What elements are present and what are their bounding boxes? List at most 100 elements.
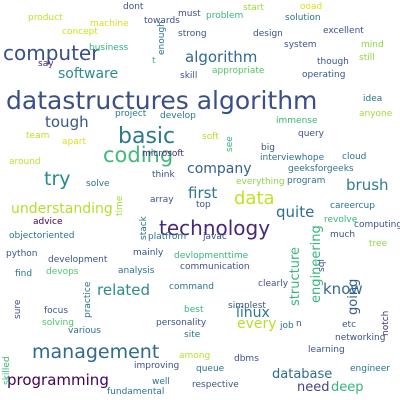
word-deep: deep — [331, 380, 364, 395]
word-devops: devops — [46, 267, 79, 277]
word-need: need — [297, 380, 330, 395]
word-problem: problem — [206, 11, 244, 21]
word-python: python — [6, 249, 38, 259]
word-appropriate: appropriate — [212, 66, 265, 76]
word-well: well — [152, 377, 170, 387]
word-sql: sql — [317, 259, 327, 272]
word-platfrom: platfrom — [148, 232, 187, 242]
word-practice: practice — [83, 281, 93, 318]
word-think: think — [152, 170, 175, 180]
word-see: see — [225, 136, 235, 152]
word-respective: respective — [192, 380, 239, 390]
word-project: project — [115, 109, 147, 119]
word-javac: javac — [203, 232, 227, 242]
word-etc: etc — [342, 320, 357, 330]
word-basic: basic — [118, 124, 176, 149]
word-coding: coding — [103, 143, 174, 167]
word-clearly: clearly — [258, 279, 289, 289]
word-n: n — [296, 319, 302, 329]
word-structure: structure — [288, 247, 303, 306]
word-sure: sure — [13, 299, 23, 319]
word-networking: networking — [335, 333, 386, 343]
word-every: every — [237, 316, 277, 332]
word-objectoriented: objectoriented — [9, 231, 75, 241]
word-analysis: analysis — [118, 266, 155, 276]
word-mind: mind — [361, 40, 384, 50]
word-geeksforgeeks: geeksforgeeks — [288, 164, 354, 174]
word-revolve: revolve — [324, 215, 358, 225]
word-tough: tough — [45, 113, 89, 131]
word-query: query — [298, 129, 324, 139]
word-tree: tree — [369, 239, 388, 249]
word-understanding: understanding — [11, 201, 113, 217]
word-data: data — [234, 188, 275, 209]
word-queue: queue — [196, 364, 225, 374]
word-still: still — [359, 53, 375, 63]
word-ooad: ooad — [300, 2, 323, 12]
word-computer: computer — [3, 41, 100, 65]
word-soft: soft — [202, 132, 219, 142]
word-around: around — [9, 157, 41, 167]
word-command: command — [169, 282, 214, 292]
word-array: array — [150, 195, 174, 205]
word-first: first — [188, 184, 218, 202]
word-datastructures-algorithm: datastructures algorithm — [6, 86, 318, 115]
word-solve: solve — [86, 179, 110, 189]
word-various: various — [68, 326, 101, 336]
word-computing: computing — [354, 220, 400, 230]
word-time: time — [115, 195, 125, 216]
word-best: best — [184, 305, 204, 315]
word-excellent: excellent — [323, 26, 364, 36]
word-idea: idea — [363, 94, 383, 104]
word-operating: operating — [302, 70, 346, 80]
word-everything: everything — [236, 177, 285, 187]
word-t: t — [152, 56, 156, 66]
word-dont: dont — [123, 2, 144, 12]
word-interviewhope: interviewhope — [260, 153, 325, 163]
word-communication: communication — [180, 262, 250, 272]
word-learning: learning — [308, 345, 345, 355]
word-advice: advice — [33, 217, 63, 227]
word-system: system — [284, 40, 317, 50]
word-develop: develop — [160, 111, 196, 121]
word-skill: skill — [180, 71, 198, 81]
word-programming: programming — [7, 371, 109, 389]
word-dbms: dbms — [234, 354, 259, 364]
word-immense: immense — [276, 116, 318, 126]
word-top: top — [196, 200, 211, 210]
word-towards: towards — [144, 16, 180, 26]
word-strong: strong — [178, 29, 207, 39]
word-design: design — [253, 29, 283, 39]
word-machine: machine — [90, 19, 129, 29]
word-much: much — [330, 230, 356, 240]
word-linux: linux — [236, 305, 270, 321]
word-anyone: anyone — [359, 109, 393, 119]
word-apart: apart — [62, 137, 86, 147]
word-quite: quite — [276, 203, 315, 221]
word-solving: solving — [42, 318, 74, 328]
word-technology: technology — [159, 216, 271, 240]
word-devlopmenttime: devlopmenttime — [174, 251, 249, 261]
word-cloud: cloud — [342, 152, 367, 162]
word-management: management — [32, 341, 160, 363]
word-going: going — [346, 278, 361, 315]
word-focus: focus — [44, 306, 69, 316]
word-must: must — [178, 9, 201, 19]
word-engineer: engineer — [350, 364, 390, 374]
word-improving: improving — [134, 361, 180, 371]
word-big: big — [261, 143, 275, 153]
word-company: company — [187, 161, 252, 177]
word-though: though — [317, 57, 349, 67]
word-product: product — [28, 13, 63, 23]
word-find: find — [15, 269, 33, 279]
word-skilled: skilled — [2, 356, 12, 385]
word-program: program — [287, 176, 326, 186]
word-among: among — [179, 351, 211, 361]
word-job: job — [280, 321, 294, 331]
word-mainly: mainly — [133, 248, 164, 258]
word-personality: personality — [156, 318, 207, 328]
word-microsoft: microsoft — [142, 149, 184, 159]
word-team: team — [26, 131, 50, 141]
word-solution: solution — [285, 13, 321, 23]
